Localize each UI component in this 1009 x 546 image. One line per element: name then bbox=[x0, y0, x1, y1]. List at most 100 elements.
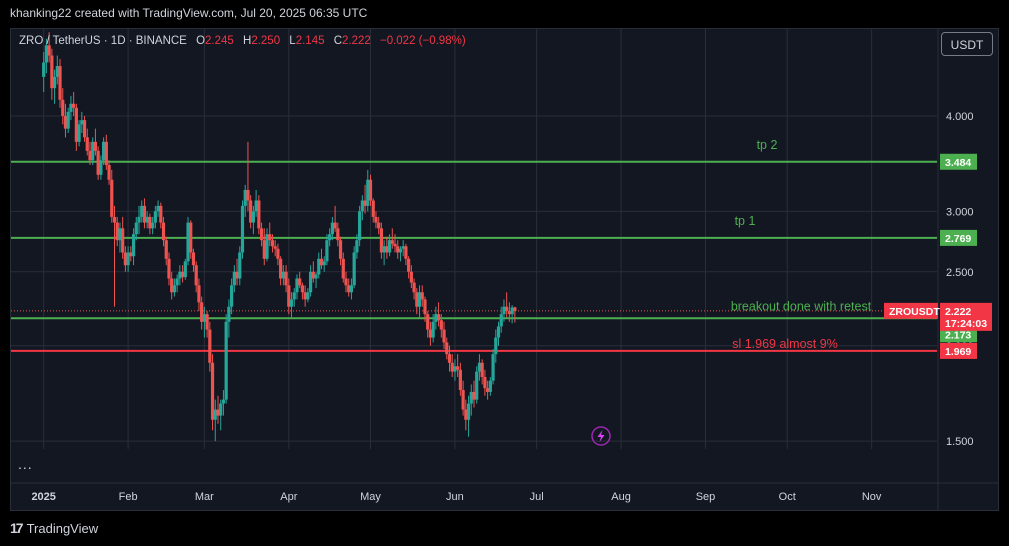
candle-body bbox=[311, 271, 315, 279]
candle-body bbox=[366, 179, 370, 206]
candle-body bbox=[393, 243, 397, 247]
candle-body bbox=[115, 222, 119, 241]
candle-body bbox=[499, 314, 503, 327]
candle-body bbox=[137, 216, 141, 223]
candle-body bbox=[475, 371, 479, 400]
time-tick-label: Sep bbox=[696, 491, 716, 503]
candle-body bbox=[134, 222, 138, 235]
candle-body bbox=[502, 306, 506, 315]
change-value: −0.022 (−0.98%) bbox=[379, 35, 466, 47]
candle-body bbox=[230, 285, 234, 307]
candle-body bbox=[404, 246, 408, 259]
candle-body bbox=[279, 258, 283, 279]
lightning-icon[interactable] bbox=[591, 426, 611, 446]
price-badge-value: 3.484 bbox=[945, 157, 971, 169]
time-tick-label: Oct bbox=[779, 491, 796, 503]
candle-body bbox=[322, 261, 326, 266]
candle-body bbox=[434, 314, 438, 322]
candle-body bbox=[246, 189, 250, 201]
currency-button[interactable]: USDT bbox=[941, 32, 993, 56]
candle-body bbox=[371, 200, 375, 217]
candle-body bbox=[61, 99, 65, 116]
candle-body bbox=[104, 141, 108, 166]
candle-body bbox=[251, 211, 255, 223]
candle-body bbox=[379, 228, 383, 253]
candle-body bbox=[235, 271, 239, 279]
chart-credit: khanking22 created with TradingView.com,… bbox=[10, 6, 368, 20]
candle-body bbox=[360, 200, 364, 212]
candle-body bbox=[82, 120, 87, 138]
candle-body bbox=[390, 240, 394, 244]
symbol-name[interactable]: ZRO / TetherUS · 1D · BINANCE bbox=[19, 35, 187, 47]
candle-body bbox=[91, 141, 95, 161]
candle-body bbox=[341, 258, 345, 279]
candle-body bbox=[363, 200, 367, 206]
candle-body bbox=[401, 246, 405, 249]
candle-body bbox=[205, 314, 209, 330]
candle-body bbox=[325, 240, 329, 262]
price-tick-label: 1.500 bbox=[946, 436, 974, 448]
countdown-value: 17:24:03 bbox=[945, 318, 987, 330]
candle-body bbox=[221, 399, 226, 404]
chart-frame[interactable] bbox=[10, 28, 999, 511]
level-label: tp 1 bbox=[735, 214, 756, 228]
candle-body bbox=[287, 285, 291, 307]
candle-body bbox=[398, 248, 403, 253]
candle-body bbox=[368, 179, 373, 201]
candle-body bbox=[131, 234, 136, 257]
candle-body bbox=[213, 409, 217, 420]
candle-body bbox=[445, 342, 449, 355]
candle-body bbox=[156, 205, 160, 212]
candle-body bbox=[477, 362, 482, 372]
level-label: sl 1.969 almost 9% bbox=[732, 337, 838, 351]
candle-body bbox=[298, 278, 302, 286]
time-tick-label: Aug bbox=[611, 491, 631, 503]
candle-body bbox=[191, 252, 196, 266]
candle-body bbox=[112, 216, 117, 223]
candle-body bbox=[58, 66, 62, 100]
candle-body bbox=[330, 222, 334, 235]
candle-body bbox=[488, 380, 492, 392]
candle-body bbox=[276, 248, 280, 259]
more-menu-button[interactable]: ... bbox=[18, 456, 33, 472]
tradingview-logo[interactable]: 17 TradingView bbox=[10, 520, 98, 536]
time-tick-label: Nov bbox=[862, 491, 882, 503]
candlesticks bbox=[42, 32, 517, 442]
candle-body bbox=[197, 285, 201, 303]
candle-body bbox=[428, 329, 433, 338]
level-label: tp 2 bbox=[757, 138, 778, 152]
candle-body bbox=[80, 120, 84, 125]
candle-body bbox=[202, 314, 206, 322]
candle-body bbox=[387, 240, 392, 253]
price-badge bbox=[940, 229, 977, 246]
low-value: 2.145 bbox=[295, 35, 325, 47]
candle-body bbox=[123, 252, 127, 266]
price-badge bbox=[940, 153, 977, 170]
candle-body bbox=[456, 366, 460, 370]
candle-body bbox=[107, 165, 111, 180]
candle-body bbox=[227, 306, 231, 322]
candle-body bbox=[262, 240, 266, 259]
candle-body bbox=[270, 240, 275, 247]
candle-body bbox=[44, 45, 49, 63]
price-tick-label: 3.000 bbox=[946, 206, 974, 218]
candle-body bbox=[349, 285, 354, 293]
candle-body bbox=[284, 271, 288, 286]
low-label: L bbox=[289, 35, 296, 47]
candle-body bbox=[407, 258, 411, 272]
symbol-badge-label: ZROUSDT bbox=[889, 306, 940, 318]
candle-body bbox=[118, 228, 122, 241]
candle-body bbox=[306, 292, 310, 300]
candle-body bbox=[513, 307, 517, 311]
candle-body bbox=[439, 320, 443, 330]
candle-body bbox=[396, 246, 400, 253]
candle-body bbox=[426, 314, 430, 330]
candle-body bbox=[289, 299, 294, 307]
candle-body bbox=[382, 246, 386, 253]
tradingview-brand: TradingView bbox=[26, 520, 99, 536]
candle-body bbox=[268, 234, 272, 241]
candle-body bbox=[423, 299, 427, 315]
